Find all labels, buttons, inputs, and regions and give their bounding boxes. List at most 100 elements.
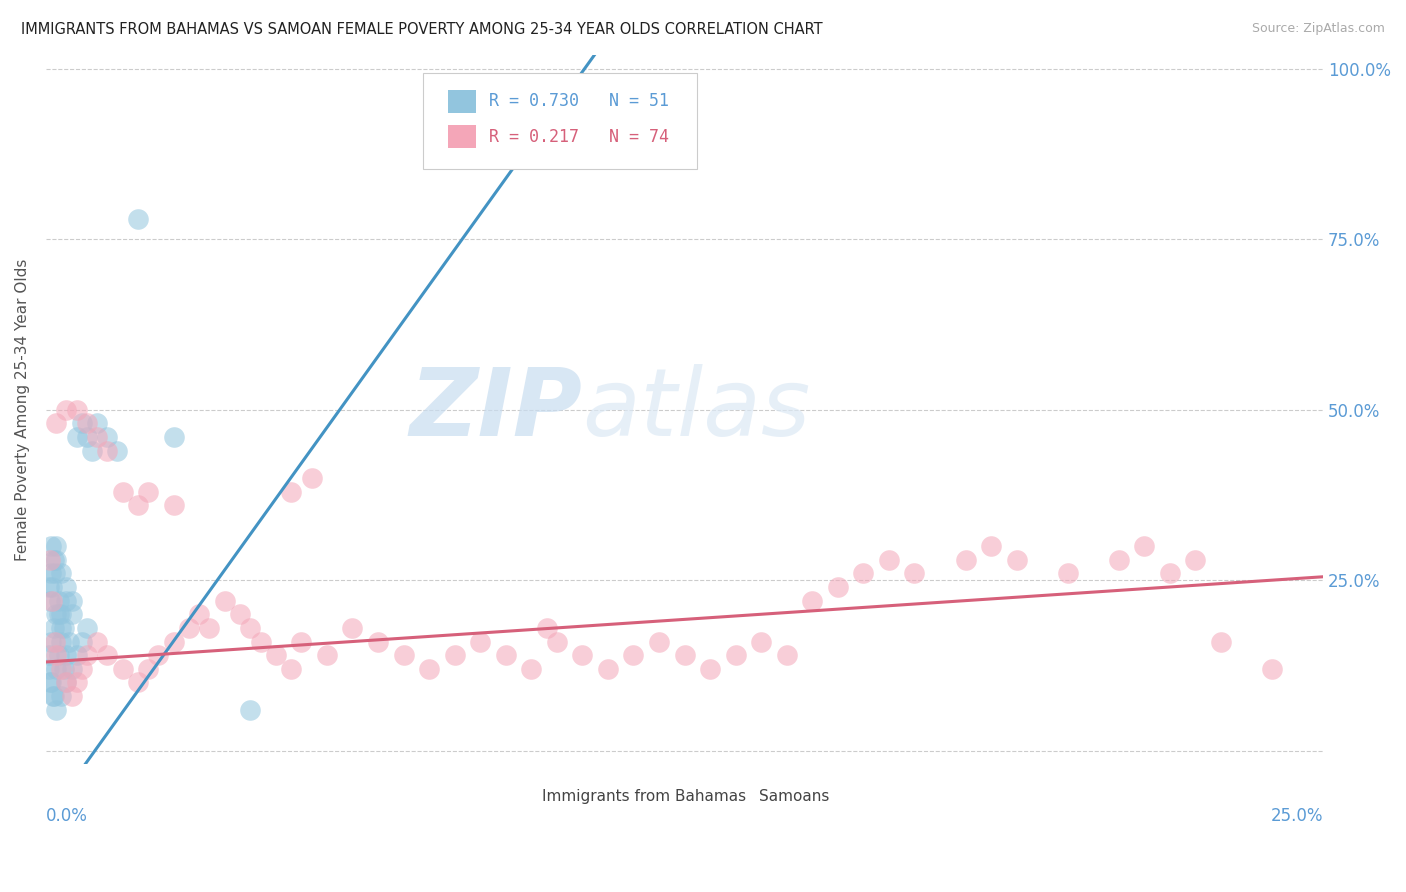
Point [571, 648, 593, 662]
Point [45, 648, 67, 662]
Point [60, 689, 83, 703]
Point [60, 662, 83, 676]
Point [163, 498, 186, 512]
Text: R = 0.217   N = 74: R = 0.217 N = 74 [489, 128, 669, 145]
Text: atlas: atlas [582, 364, 811, 455]
Point [536, 621, 558, 635]
Point [188, 607, 211, 622]
Point [41, 593, 63, 607]
Point [1261, 662, 1284, 676]
Point [39, 552, 62, 566]
Point [801, 593, 824, 607]
Text: 25.0%: 25.0% [1271, 807, 1323, 825]
Point [392, 648, 415, 662]
Point [52, 662, 75, 676]
Point [148, 648, 170, 662]
Point [239, 703, 262, 717]
Point [55, 402, 77, 417]
Point [980, 539, 1002, 553]
Point [42, 552, 65, 566]
Point [280, 662, 302, 676]
Point [596, 662, 619, 676]
Point [96, 443, 118, 458]
Point [1108, 552, 1130, 566]
Point [852, 566, 875, 581]
Point [127, 211, 149, 226]
Point [470, 634, 492, 648]
Point [301, 471, 323, 485]
Point [520, 662, 543, 676]
Point [39, 675, 62, 690]
Point [177, 621, 200, 635]
Point [229, 607, 252, 622]
Point [76, 648, 98, 662]
Point [623, 648, 645, 662]
Point [38, 662, 60, 676]
Point [198, 621, 221, 635]
Text: Source: ZipAtlas.com: Source: ZipAtlas.com [1251, 22, 1385, 36]
Point [342, 621, 364, 635]
Point [38, 648, 60, 662]
Text: R = 0.730   N = 51: R = 0.730 N = 51 [489, 92, 669, 111]
Point [48, 593, 70, 607]
Point [70, 417, 93, 431]
Point [96, 430, 118, 444]
Point [55, 648, 77, 662]
Point [45, 703, 67, 717]
Point [86, 417, 108, 431]
Point [111, 484, 134, 499]
Point [1184, 552, 1206, 566]
Point [1056, 566, 1078, 581]
Point [44, 634, 66, 648]
Point [55, 580, 77, 594]
Point [495, 648, 517, 662]
Point [70, 662, 93, 676]
Point [41, 689, 63, 703]
Point [316, 648, 339, 662]
Point [41, 580, 63, 594]
Point [76, 430, 98, 444]
Point [955, 552, 977, 566]
Point [264, 648, 287, 662]
Point [648, 634, 671, 648]
Point [65, 402, 87, 417]
Point [45, 417, 67, 431]
Point [48, 607, 70, 622]
Point [55, 675, 77, 690]
Point [136, 662, 159, 676]
Point [1159, 566, 1181, 581]
Point [39, 593, 62, 607]
Point [86, 634, 108, 648]
Text: ZIP: ZIP [409, 364, 582, 456]
Point [724, 648, 747, 662]
Point [51, 607, 73, 622]
Point [48, 648, 70, 662]
FancyBboxPatch shape [723, 788, 751, 805]
Point [1133, 539, 1156, 553]
Point [39, 566, 62, 581]
Point [749, 634, 772, 648]
Point [127, 675, 149, 690]
Point [290, 634, 312, 648]
Point [673, 648, 696, 662]
Point [80, 443, 103, 458]
FancyBboxPatch shape [449, 90, 477, 112]
Point [418, 662, 440, 676]
FancyBboxPatch shape [423, 73, 697, 169]
Point [70, 634, 93, 648]
Point [44, 566, 66, 581]
Point [65, 675, 87, 690]
Point [1005, 552, 1028, 566]
Point [249, 634, 271, 648]
Point [45, 662, 67, 676]
Point [776, 648, 799, 662]
Point [367, 634, 389, 648]
Point [45, 552, 67, 566]
Y-axis label: Female Poverty Among 25-34 Year Olds: Female Poverty Among 25-34 Year Olds [15, 259, 30, 561]
Point [39, 539, 62, 553]
Point [51, 689, 73, 703]
Point [1209, 634, 1232, 648]
Point [45, 607, 67, 622]
Text: Immigrants from Bahamas: Immigrants from Bahamas [541, 789, 745, 804]
Point [39, 634, 62, 648]
